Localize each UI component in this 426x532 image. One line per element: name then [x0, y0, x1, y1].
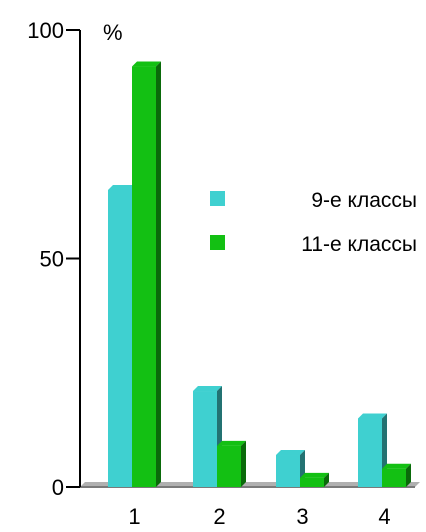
bar: [217, 440, 246, 487]
bar: [276, 450, 305, 487]
bar-group: [108, 61, 411, 488]
bar-top: [276, 450, 305, 456]
bar-top: [193, 386, 222, 392]
y-tick-label: 100: [27, 18, 64, 43]
y-axis-unit-label: %: [103, 20, 123, 45]
legend-label: 9-е классы: [311, 189, 417, 212]
legend: 9-е классы 11-е классы: [210, 189, 417, 256]
bar-front: [276, 455, 300, 487]
legend-swatch: [210, 235, 225, 250]
bar-top: [132, 61, 161, 67]
x-tick-labels: 1 2 3 4: [128, 504, 390, 529]
bar-front: [132, 66, 156, 487]
bar-front: [382, 468, 406, 487]
bar-front: [358, 418, 382, 487]
legend-label: 11-е классы: [301, 233, 417, 256]
chart-floor-plane: [80, 482, 420, 487]
bar-front: [300, 477, 324, 487]
bar-top: [382, 463, 411, 469]
bar-top: [108, 184, 137, 190]
bar-side: [156, 61, 161, 488]
bar: [300, 472, 329, 487]
bar: [382, 463, 411, 487]
bar-side: [241, 440, 246, 487]
bar-side: [406, 463, 411, 487]
y-axis: 0 50 100: [27, 18, 81, 500]
x-tick-label: 3: [296, 504, 308, 529]
bar-front: [217, 445, 241, 487]
legend-swatch: [210, 191, 225, 206]
bar-top: [217, 440, 246, 446]
bar-front: [193, 391, 217, 487]
bar-front: [108, 189, 132, 487]
x-tick-label: 1: [128, 504, 140, 529]
bar: [132, 61, 161, 488]
x-tick-label: 2: [213, 504, 225, 529]
bar-top: [300, 472, 329, 478]
x-tick-label: 4: [378, 504, 390, 529]
bar-side: [324, 472, 329, 487]
y-tick-label: 50: [40, 247, 64, 272]
bar-top: [358, 413, 387, 419]
y-tick-label: 0: [52, 475, 64, 500]
